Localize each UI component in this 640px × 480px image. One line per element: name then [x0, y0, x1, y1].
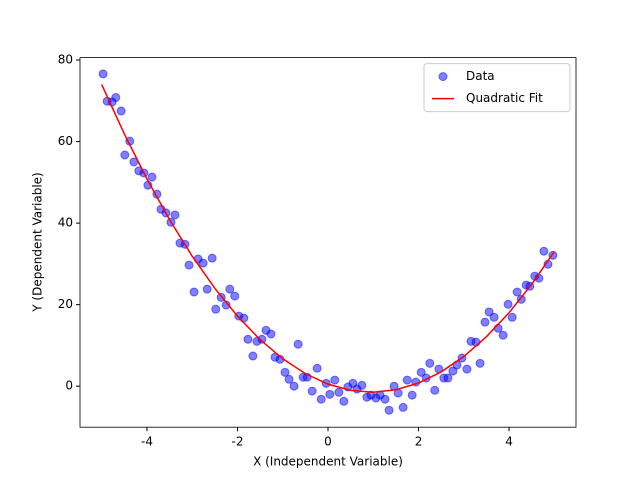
- data-point: [184, 260, 194, 270]
- data-point: [489, 312, 499, 322]
- data-point: [211, 304, 221, 314]
- x-tick-label: -2: [232, 435, 244, 449]
- legend-label: Quadratic Fit: [466, 91, 543, 105]
- data-point: [462, 364, 472, 374]
- data-point: [280, 367, 290, 377]
- y-tick-label: 40: [58, 216, 73, 230]
- y-tick-label: 60: [58, 134, 73, 148]
- plot-area: [98, 69, 558, 415]
- legend-label: Data: [466, 69, 495, 83]
- data-point: [407, 390, 417, 400]
- fit-line: [101, 84, 555, 393]
- data-point: [498, 330, 508, 340]
- x-tick-label: 2: [415, 435, 423, 449]
- y-tick-label: 80: [58, 53, 73, 67]
- data-point: [516, 294, 526, 304]
- data-point: [239, 313, 249, 323]
- axes-frame: [79, 57, 577, 428]
- data-point: [307, 386, 317, 396]
- data-point: [380, 394, 390, 404]
- x-tick-label: -4: [141, 435, 153, 449]
- data-point: [170, 210, 180, 220]
- data-point: [207, 253, 217, 263]
- data-point: [448, 366, 458, 376]
- data-point: [120, 150, 130, 160]
- data-point: [507, 312, 517, 322]
- data-point: [384, 405, 394, 415]
- data-point: [147, 172, 157, 182]
- y-tick-label: 0: [65, 379, 73, 393]
- data-point: [243, 334, 253, 344]
- data-point: [402, 375, 412, 385]
- legend-marker: [438, 72, 448, 82]
- data-point: [512, 287, 522, 297]
- data-point: [325, 389, 335, 399]
- data-point: [398, 402, 408, 412]
- data-point: [230, 291, 240, 301]
- data-point: [98, 69, 108, 79]
- data-point: [443, 373, 453, 383]
- data-point: [289, 381, 299, 391]
- data-point: [225, 284, 235, 294]
- y-tick-label: 20: [58, 297, 73, 311]
- data-point: [330, 375, 340, 385]
- x-tick-label: 0: [324, 435, 332, 449]
- data-point: [116, 106, 126, 116]
- data-point: [316, 394, 326, 404]
- data-point: [221, 300, 231, 310]
- data-point: [416, 367, 426, 377]
- y-axis-label: Y (Dependent Variable): [31, 172, 45, 312]
- data-point: [430, 385, 440, 395]
- legend-box: [423, 63, 571, 113]
- data-point: [480, 317, 490, 327]
- data-point: [198, 258, 208, 268]
- data-point: [312, 363, 322, 373]
- data-point: [257, 334, 267, 344]
- data-point: [334, 387, 344, 397]
- data-point: [475, 358, 485, 368]
- data-point: [339, 396, 349, 406]
- x-axis-label: X (Independent Variable): [253, 455, 403, 469]
- data-point: [284, 374, 294, 384]
- data-point: [266, 329, 276, 339]
- data-point: [293, 339, 303, 349]
- data-point: [503, 299, 513, 309]
- data-point: [425, 358, 435, 368]
- data-point: [248, 351, 258, 361]
- x-tick-label: 4: [505, 435, 513, 449]
- data-point: [111, 93, 121, 103]
- data-point: [539, 246, 549, 256]
- data-point: [189, 287, 199, 297]
- data-point: [357, 380, 367, 390]
- data-point: [202, 284, 212, 294]
